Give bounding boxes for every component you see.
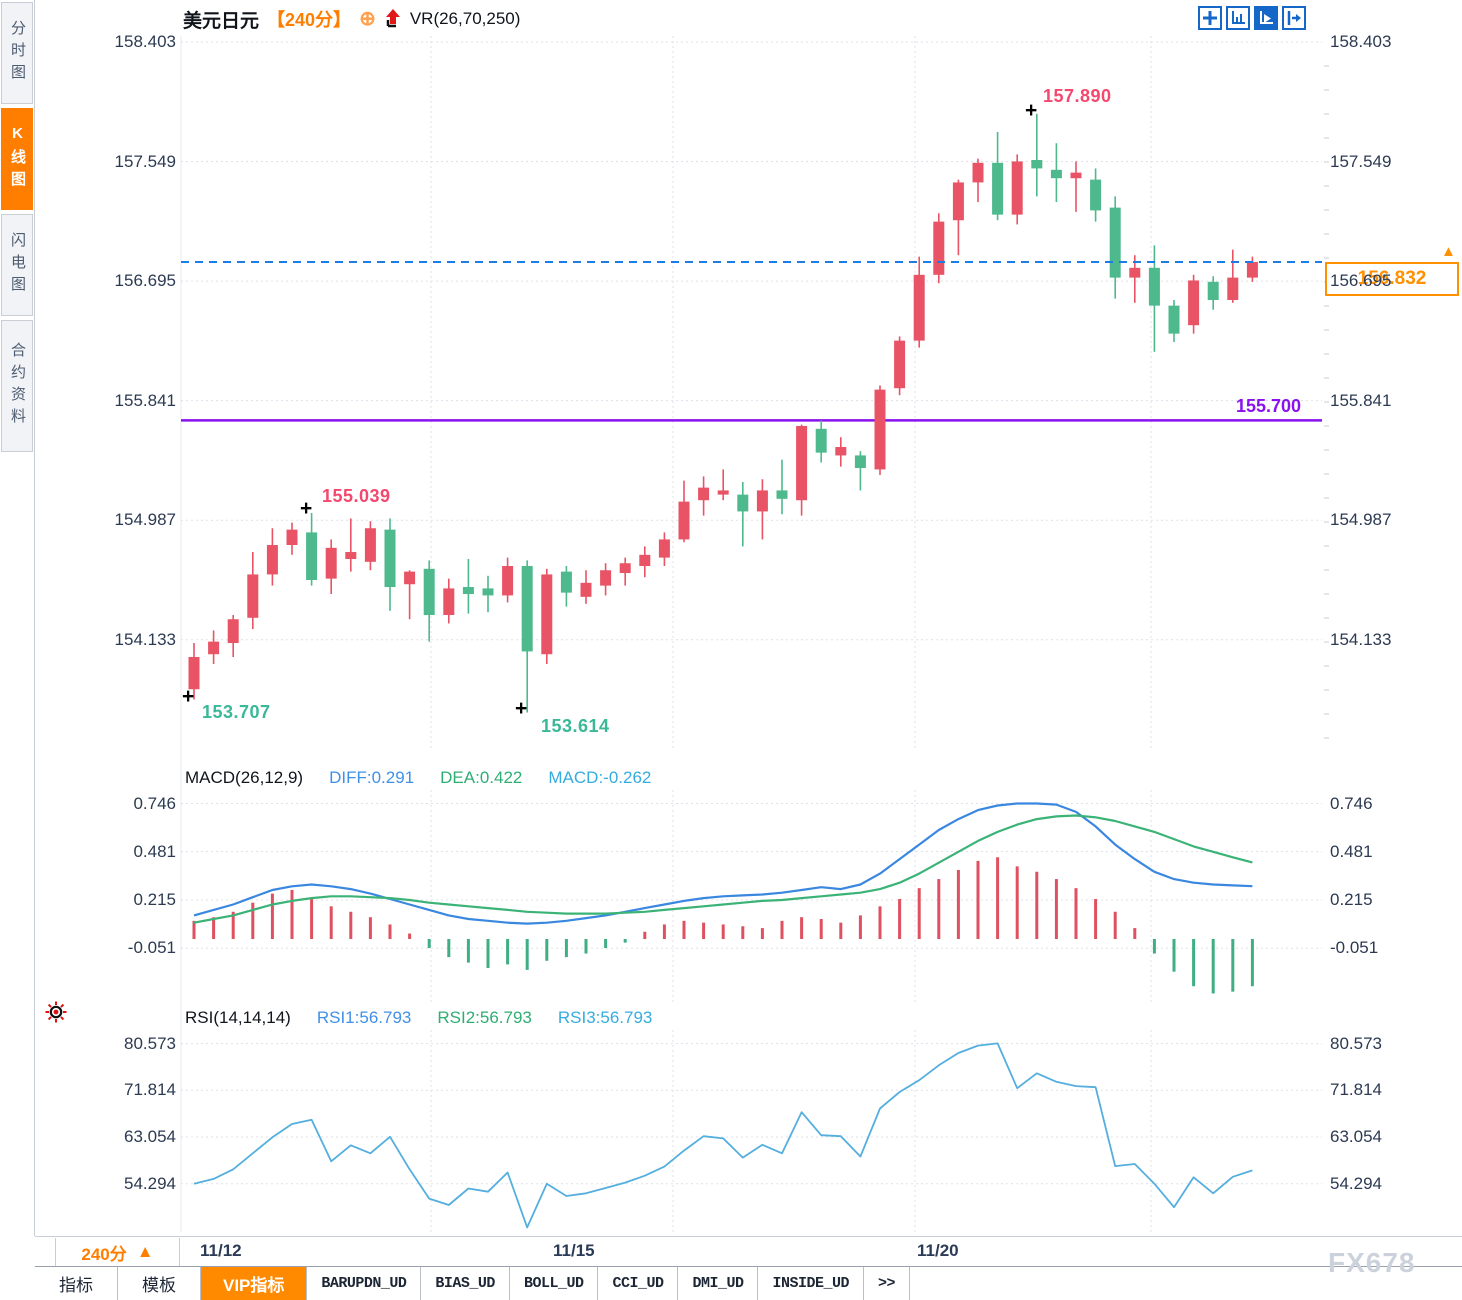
symbol-title: 美元日元	[183, 10, 260, 32]
interval-label[interactable]: 【240分】	[267, 10, 352, 30]
macd-title[interactable]: MACD(26,12,9)	[185, 768, 304, 787]
low2-marker: +	[515, 697, 528, 720]
bottom-tab-0[interactable]: 指标	[35, 1267, 118, 1300]
exit-right-icon[interactable]	[1282, 6, 1306, 30]
sidebar-tab-1[interactable]: K线图	[1, 108, 33, 210]
date-tick: 11/15	[553, 1241, 595, 1260]
price-up-arrow-icon: ▲	[1441, 243, 1456, 260]
macd-diff-value: DIFF:0.291	[329, 768, 415, 787]
axis-scale-icon[interactable]	[1226, 6, 1250, 30]
sidebar: 分时图 K线图闪电图合约资料	[0, 0, 35, 1236]
bottom-tab-6[interactable]: CCI_UD	[598, 1267, 679, 1300]
macd-header: MACD(26,12,9) DIFF:0.291 DEA:0.422 MACD:…	[185, 768, 651, 788]
indicator-label[interactable]: VR(26,70,250)	[409, 9, 521, 28]
axis-label: -0.051	[127, 938, 176, 958]
axis-label: 63.054	[1330, 1127, 1382, 1146]
publish-arrow-icon[interactable]	[384, 8, 402, 30]
axis-label: 54.294	[124, 1173, 176, 1193]
axis-label: 80.573	[1330, 1033, 1382, 1053]
rsi-header: RSI(14,14,14) RSI1:56.793 RSI2:56.793 RS…	[185, 1008, 652, 1028]
axis-label: 158.403	[1330, 32, 1392, 51]
bottom-tab-7[interactable]: DMI_UD	[678, 1267, 759, 1300]
axis-label: 154.133	[1330, 629, 1392, 649]
support-line-label: 155.700	[1236, 396, 1302, 416]
sidebar-tab-label: 闪电图	[9, 232, 26, 298]
date-tick: 11/20	[917, 1241, 959, 1260]
period-selector[interactable]: 240分 ▲	[55, 1238, 180, 1266]
swing-high-label: 155.039	[322, 486, 391, 506]
indicator-tab-bar: 指标 模板 VIP指标 BARUPDN_UD BIAS_UD BOLL_UD CCI_UD D…	[35, 1267, 1462, 1300]
axis-label: 157.549	[114, 151, 176, 171]
swing-high-marker: +	[300, 497, 313, 520]
bottom-tab-2[interactable]: VIP指标	[201, 1267, 308, 1300]
sidebar-tab-3[interactable]: 合约资料	[1, 320, 33, 452]
bottom-tab-3[interactable]: BARUPDN_UD	[307, 1267, 422, 1300]
period-label: 240分	[81, 1244, 127, 1264]
target-circle-icon[interactable]: ⊕	[359, 8, 376, 30]
indicator-settings-sun-icon[interactable]	[44, 1000, 68, 1024]
bottom-tab-4[interactable]: BIAS_UD	[421, 1267, 510, 1300]
axis-label: 156.695	[1330, 271, 1392, 291]
macd-value: MACD:-0.262	[548, 768, 652, 787]
high-price-label: 157.890	[1043, 86, 1112, 106]
axis-play-icon[interactable]	[1254, 6, 1278, 30]
rsi3-value: RSI3:56.793	[557, 1008, 653, 1027]
sidebar-tab-0[interactable]: 分时图	[1, 2, 33, 104]
axis-label: 157.549	[1330, 151, 1392, 171]
current-price-box: 156.832	[1325, 262, 1459, 296]
axis-label: 154.987	[1330, 510, 1392, 530]
axis-label: 0.215	[1330, 889, 1373, 909]
low2-label: 153.614	[541, 716, 610, 736]
macd-dea-value: DEA:0.422	[440, 768, 523, 787]
axis-label: 155.841	[1330, 390, 1392, 410]
axis-label: 155.841	[114, 390, 176, 410]
axis-label: 0.746	[133, 793, 176, 813]
sidebar-tab-2[interactable]: 闪电图	[1, 214, 33, 316]
axis-label: 54.294	[1330, 1173, 1382, 1193]
high-marker: +	[1025, 99, 1038, 122]
rsi1-value: RSI1:56.793	[316, 1008, 412, 1027]
time-axis: 240分 ▲ 11/12 11/15 11/20	[35, 1236, 1462, 1267]
axis-label: 154.133	[114, 629, 176, 649]
axis-label: -0.051	[1330, 938, 1379, 958]
period-dropdown-arrow-icon: ▲	[136, 1242, 154, 1261]
rsi-title[interactable]: RSI(14,14,14)	[185, 1008, 291, 1027]
bottom-tab-8[interactable]: INSIDE_UD	[758, 1267, 864, 1300]
low1-marker: +	[182, 685, 195, 708]
axis-label: 63.054	[124, 1127, 176, 1146]
axis-label: 0.481	[1330, 841, 1373, 861]
sidebar-tab-label: 分时图	[9, 20, 26, 86]
axis-label: 0.746	[1330, 793, 1373, 813]
axis-label: 71.814	[124, 1080, 176, 1100]
axis-label: 158.403	[114, 32, 176, 51]
axis-label: 154.987	[114, 510, 176, 530]
axis-label: 0.215	[133, 889, 176, 909]
axis-label: 0.481	[133, 841, 176, 861]
chart-header: 美元日元 【240分】 ⊕ VR(26,70,250)	[183, 5, 520, 33]
sidebar-tab-label: K线图	[9, 125, 26, 193]
watermark: FX678	[1328, 1247, 1416, 1278]
axis-label: 71.814	[1330, 1080, 1382, 1100]
date-tick: 11/12	[200, 1241, 242, 1260]
axis-label: 156.695	[114, 271, 176, 291]
rsi2-value: RSI2:56.793	[437, 1008, 532, 1027]
bottom-tab-9[interactable]: >>	[864, 1267, 911, 1300]
axis-label: 80.573	[124, 1033, 176, 1053]
sidebar-tab-label: 合约资料	[9, 342, 26, 430]
low1-label: 153.707	[202, 702, 271, 722]
move-icon[interactable]	[1198, 6, 1222, 30]
bottom-tab-1[interactable]: 模板	[118, 1267, 201, 1300]
bottom-tab-5[interactable]: BOLL_UD	[510, 1267, 599, 1300]
